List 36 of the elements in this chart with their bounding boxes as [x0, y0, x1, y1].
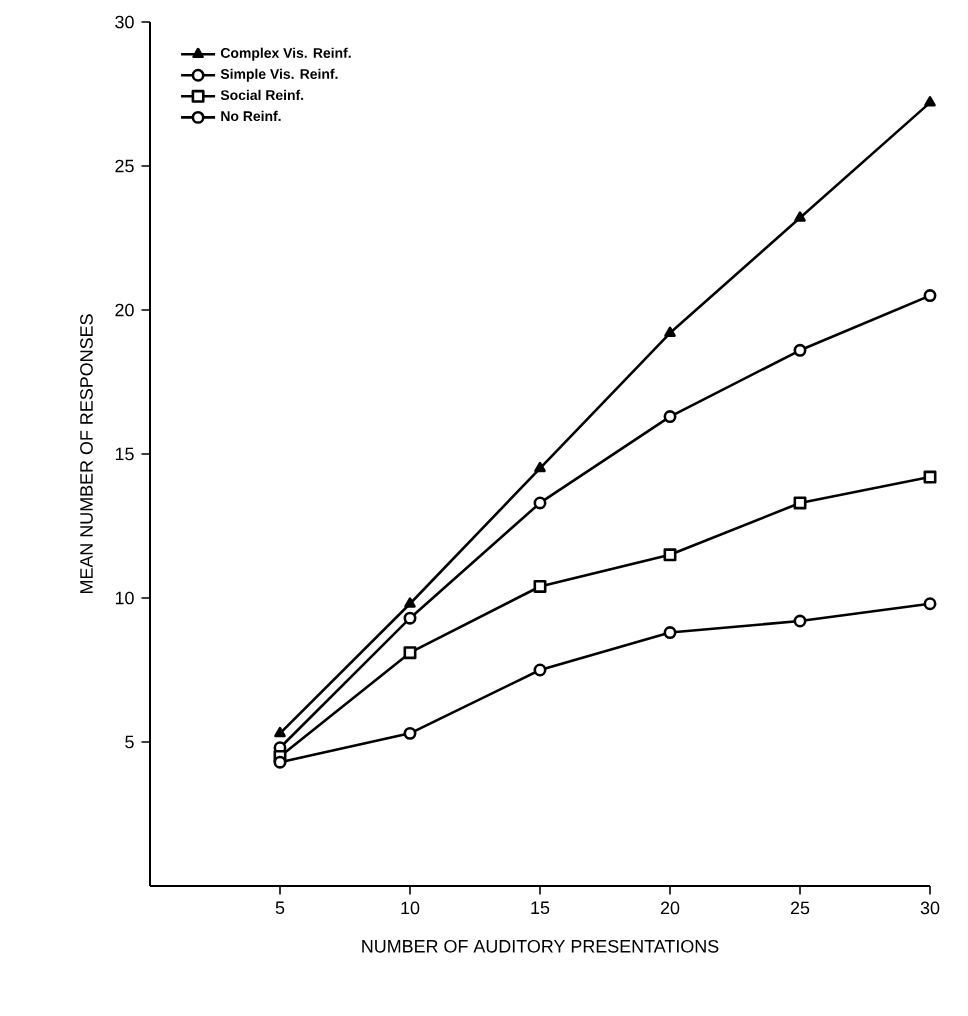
- point: [663, 548, 677, 562]
- y-tick-label: 10: [115, 591, 134, 605]
- point: [664, 326, 676, 337]
- point: [403, 726, 417, 740]
- y-axis-title: MEAN NUMBER OF RESPONSES: [80, 314, 93, 594]
- x-tick-label: 5: [275, 901, 285, 915]
- point: [793, 614, 807, 628]
- point: [533, 663, 547, 677]
- point: [533, 496, 547, 510]
- point: [923, 597, 937, 611]
- point: [403, 611, 417, 625]
- point: [794, 211, 806, 222]
- point: [273, 755, 287, 769]
- x-tick-label: 30: [920, 901, 940, 915]
- point: [924, 96, 936, 107]
- x-tick-label: 10: [401, 901, 420, 915]
- point: [793, 343, 807, 357]
- x-axis-title: NUMBER OF AUDITORY PRESENTATIONS: [362, 939, 719, 953]
- y-tick-label: 30: [115, 15, 134, 29]
- point: [923, 289, 937, 303]
- x-tick-label: 25: [790, 901, 810, 915]
- y-tick-label: 20: [115, 303, 134, 317]
- x-tick-label: 20: [660, 901, 680, 915]
- point: [663, 626, 677, 640]
- point: [403, 646, 417, 660]
- y-tick-label: 15: [115, 447, 134, 461]
- point: [793, 496, 807, 510]
- point: [533, 580, 547, 593]
- point: [534, 461, 546, 473]
- point: [404, 597, 416, 608]
- y-tick-label: 5: [125, 735, 134, 749]
- x-tick-label: 15: [531, 901, 550, 915]
- point: [923, 470, 937, 484]
- point: [274, 726, 286, 738]
- y-tick-label: 25: [115, 159, 134, 173]
- point: [663, 410, 677, 424]
